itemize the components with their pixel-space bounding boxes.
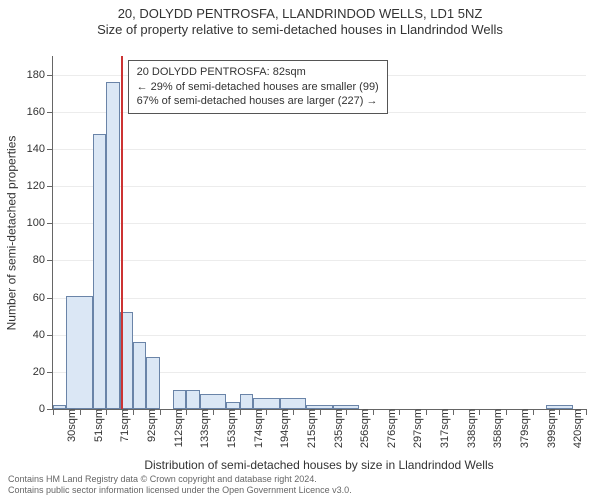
x-tick xyxy=(373,409,374,415)
x-tick xyxy=(346,409,347,415)
x-tick xyxy=(506,409,507,415)
histogram-bar xyxy=(333,405,360,409)
histogram-bar xyxy=(133,342,146,409)
x-tick-label: 30sqm xyxy=(58,409,78,442)
x-tick xyxy=(133,409,134,415)
histogram-bar xyxy=(240,394,253,409)
x-tick-label: 215sqm xyxy=(298,409,318,448)
histogram-bar xyxy=(53,405,66,409)
x-tick-label: 235sqm xyxy=(325,409,345,448)
x-tick xyxy=(80,409,81,415)
x-tick-label: 358sqm xyxy=(484,409,504,448)
x-tick-label: 51sqm xyxy=(85,409,105,442)
gridline xyxy=(53,149,586,150)
x-axis-label: Distribution of semi-detached houses by … xyxy=(52,458,586,472)
y-tick-label: 60 xyxy=(33,292,53,304)
attribution-line-1: Contains HM Land Registry data © Crown c… xyxy=(8,474,592,485)
histogram-bar xyxy=(66,296,93,409)
x-tick-label: 153sqm xyxy=(218,409,238,448)
x-tick xyxy=(266,409,267,415)
x-tick xyxy=(320,409,321,415)
histogram-chart: 20, DOLYDD PENTROSFA, LLANDRINDOD WELLS,… xyxy=(0,0,600,500)
y-tick-label: 160 xyxy=(27,106,53,118)
x-tick xyxy=(399,409,400,415)
y-tick-label: 120 xyxy=(27,180,53,192)
x-tick-label: 92sqm xyxy=(138,409,158,442)
x-tick xyxy=(559,409,560,415)
histogram-bar xyxy=(226,402,239,409)
histogram-bar xyxy=(546,405,573,409)
x-tick xyxy=(186,409,187,415)
x-tick xyxy=(213,409,214,415)
x-tick-label: 420sqm xyxy=(564,409,584,448)
x-tick-label: 256sqm xyxy=(351,409,371,448)
y-tick-label: 140 xyxy=(27,143,53,155)
x-tick xyxy=(293,409,294,415)
x-tick-label: 112sqm xyxy=(165,409,185,447)
x-tick-label: 276sqm xyxy=(378,409,398,448)
y-tick-label: 40 xyxy=(33,329,53,341)
gridline xyxy=(53,186,586,187)
x-tick xyxy=(240,409,241,415)
histogram-bar xyxy=(93,134,106,409)
x-tick xyxy=(53,409,54,415)
y-axis-label: Number of semi-detached properties xyxy=(4,56,18,410)
x-tick xyxy=(106,409,107,415)
x-tick xyxy=(426,409,427,415)
legend-line: 20 DOLYDD PENTROSFA: 82sqm xyxy=(137,65,379,80)
gridline xyxy=(53,260,586,261)
histogram-bar xyxy=(280,398,307,409)
gridline xyxy=(53,298,586,299)
legend-box: 20 DOLYDD PENTROSFA: 82sqm← 29% of semi-… xyxy=(128,60,388,115)
x-tick xyxy=(453,409,454,415)
histogram-bar xyxy=(200,394,227,409)
histogram-bar xyxy=(106,82,119,409)
chart-title-main: 20, DOLYDD PENTROSFA, LLANDRINDOD WELLS,… xyxy=(0,6,600,22)
y-tick-label: 80 xyxy=(33,254,53,266)
legend-line: 67% of semi-detached houses are larger (… xyxy=(137,94,379,109)
subject-marker-line xyxy=(121,56,123,409)
x-tick xyxy=(533,409,534,415)
histogram-bar xyxy=(186,390,199,409)
attribution-text: Contains HM Land Registry data © Crown c… xyxy=(8,474,592,496)
x-tick xyxy=(479,409,480,415)
histogram-bar xyxy=(306,405,333,409)
x-tick xyxy=(160,409,161,415)
x-tick-label: 174sqm xyxy=(245,409,265,448)
attribution-line-2: Contains public sector information licen… xyxy=(8,485,592,496)
legend-line: ← 29% of semi-detached houses are smalle… xyxy=(137,80,379,95)
gridline xyxy=(53,223,586,224)
chart-title-block: 20, DOLYDD PENTROSFA, LLANDRINDOD WELLS,… xyxy=(0,0,600,39)
x-tick-label: 194sqm xyxy=(271,409,291,448)
histogram-bar xyxy=(146,357,159,409)
y-tick-label: 0 xyxy=(39,403,53,415)
y-tick-label: 100 xyxy=(27,217,53,229)
chart-title-sub: Size of property relative to semi-detach… xyxy=(0,22,600,38)
x-tick-label: 133sqm xyxy=(191,409,211,448)
plot-area: 02040608010012014016018030sqm51sqm71sqm9… xyxy=(52,56,586,410)
x-tick-label: 379sqm xyxy=(511,409,531,448)
x-tick-label: 317sqm xyxy=(431,409,451,448)
x-tick-label: 399sqm xyxy=(538,409,558,448)
x-tick xyxy=(586,409,587,415)
gridline xyxy=(53,335,586,336)
x-tick-label: 297sqm xyxy=(404,409,424,448)
x-tick-label: 338sqm xyxy=(458,409,478,448)
y-tick-label: 180 xyxy=(27,69,53,81)
x-tick-label: 440sqm xyxy=(591,409,600,448)
y-tick-label: 20 xyxy=(33,366,53,378)
x-tick-label: 71sqm xyxy=(111,409,131,442)
y-axis-label-text: Number of semi-detached properties xyxy=(4,136,18,331)
histogram-bar xyxy=(253,398,280,409)
histogram-bar xyxy=(173,390,186,409)
